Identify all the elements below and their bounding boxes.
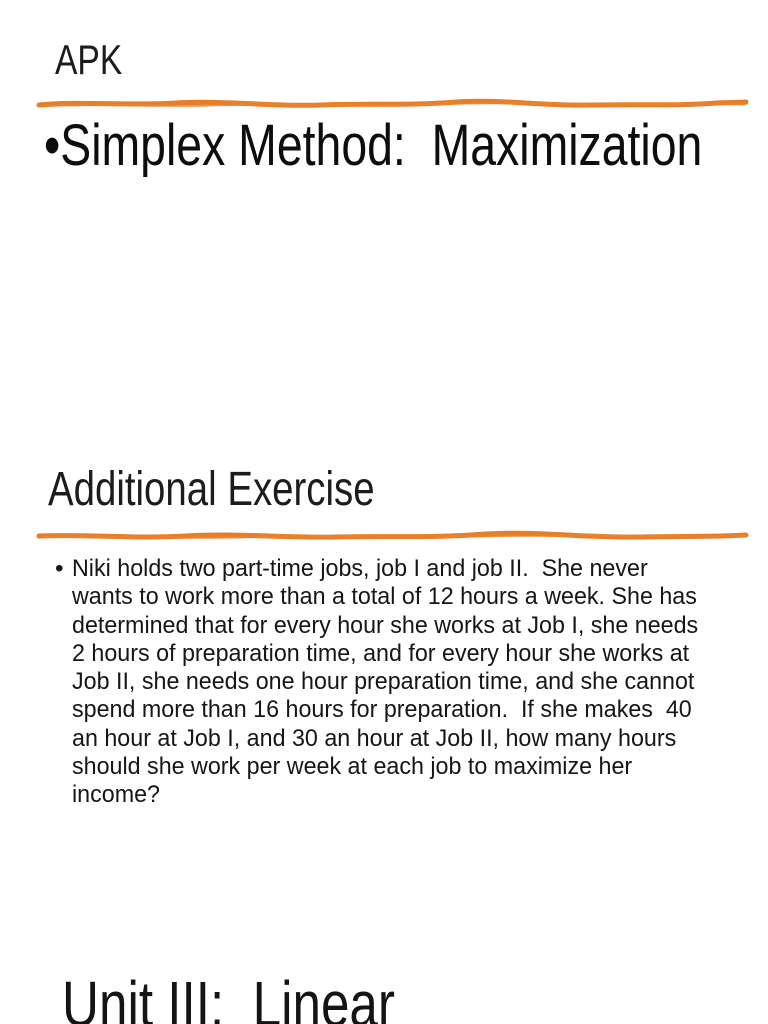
paragraph-line: 2 hours of preparation time, and for eve… [72,639,690,667]
paragraph-line: should she work per week at each job to … [72,753,633,781]
paragraph-line: wants to work more than a total of 12 ho… [72,583,697,611]
slide1-header-title: APK [55,36,123,83]
paragraph-line: spend more than 16 hours for preparation… [72,696,692,724]
slide1-bullet-title: •Simplex Method: Maximization [44,113,703,178]
slide2-header-title: Additional Exercise [48,463,375,516]
orange-squiggle-underline-2 [36,530,749,540]
slide3-partial-title: Unit III: Linear [62,968,395,1024]
orange-squiggle-underline-1 [36,98,749,108]
paragraph-line: Niki holds two part-time jobs, job I and… [72,555,648,582]
paragraph-line: Job II, she needs one hour preparation t… [72,668,695,696]
paragraph-line: an hour at Job I, and 30 an hour at Job … [72,724,677,752]
paragraph-line: determined that for every hour she works… [72,611,699,639]
paragraph-bullet: • [55,555,64,582]
paragraph-line: income? [72,781,160,809]
exercise-paragraph: Niki holds two part-time jobs, job I and… [72,555,698,810]
